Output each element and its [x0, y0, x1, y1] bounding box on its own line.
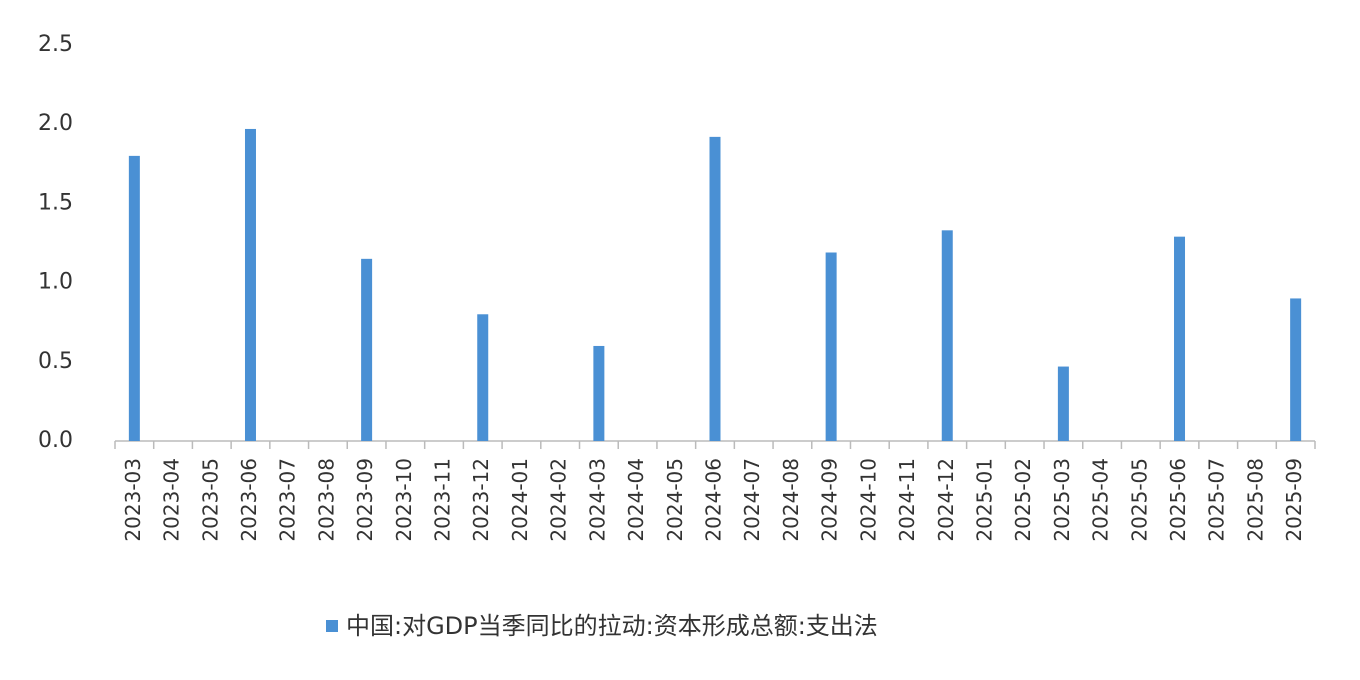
y-tick-label: 0.5 [38, 349, 73, 374]
x-tick-label: 2024-03 [585, 458, 609, 542]
legend-label: 中国:对GDP当季同比的拉动:资本形成总额:支出法 [346, 612, 878, 640]
bar [1290, 298, 1302, 441]
x-tick-label: 2025-03 [1050, 458, 1074, 542]
bar [361, 258, 373, 441]
x-tick-label: 2024-02 [547, 458, 571, 542]
bar [477, 314, 489, 441]
bar [128, 155, 140, 441]
bar [941, 230, 953, 441]
x-tick-label: 2023-06 [237, 458, 261, 542]
x-tick-label: 2025-02 [1011, 458, 1035, 542]
y-tick-label: 0.0 [38, 428, 73, 453]
x-tick-label: 2023-11 [431, 458, 455, 542]
x-tick-label: 2023-04 [160, 458, 184, 542]
bar [709, 136, 721, 441]
legend-swatch [326, 620, 338, 632]
y-tick-label: 2.0 [38, 111, 73, 136]
x-tick-label: 2025-01 [972, 458, 996, 542]
x-tick-label: 2023-09 [353, 458, 377, 542]
bar [1057, 366, 1069, 441]
x-tick-label: 2025-09 [1282, 458, 1306, 542]
x-tick-label: 2023-12 [469, 458, 493, 542]
x-tick-label: 2025-08 [1243, 458, 1267, 542]
x-tick-label: 2025-07 [1205, 458, 1229, 542]
x-tick-label: 2024-07 [740, 458, 764, 542]
bar [1174, 236, 1186, 441]
x-tick-label: 2024-08 [779, 458, 803, 542]
x-tick-label: 2023-08 [314, 458, 338, 542]
x-tick-label: 2024-12 [934, 458, 958, 542]
bar [593, 345, 605, 441]
bar [244, 128, 256, 441]
x-tick-label: 2023-03 [121, 458, 145, 542]
y-tick-label: 1.5 [38, 190, 73, 215]
x-tick-label: 2025-05 [1127, 458, 1151, 542]
x-tick-label: 2024-04 [624, 458, 648, 542]
x-tick-label: 2023-10 [392, 458, 416, 542]
x-tick-label: 2023-05 [198, 458, 222, 542]
x-tick-label: 2024-10 [856, 458, 880, 542]
x-tick-label: 2024-11 [895, 458, 919, 542]
x-tick-label: 2024-09 [818, 458, 842, 542]
x-tick-label: 2025-04 [1089, 458, 1113, 542]
x-tick-label: 2024-06 [702, 458, 726, 542]
x-tick-label: 2024-05 [663, 458, 687, 542]
x-tick-label: 2024-01 [508, 458, 532, 542]
x-tick-label: 2023-07 [276, 458, 300, 542]
x-tick-label: 2025-06 [1166, 458, 1190, 542]
bar [825, 252, 837, 441]
y-tick-label: 1.0 [38, 270, 73, 295]
y-tick-label: 2.5 [38, 32, 73, 57]
